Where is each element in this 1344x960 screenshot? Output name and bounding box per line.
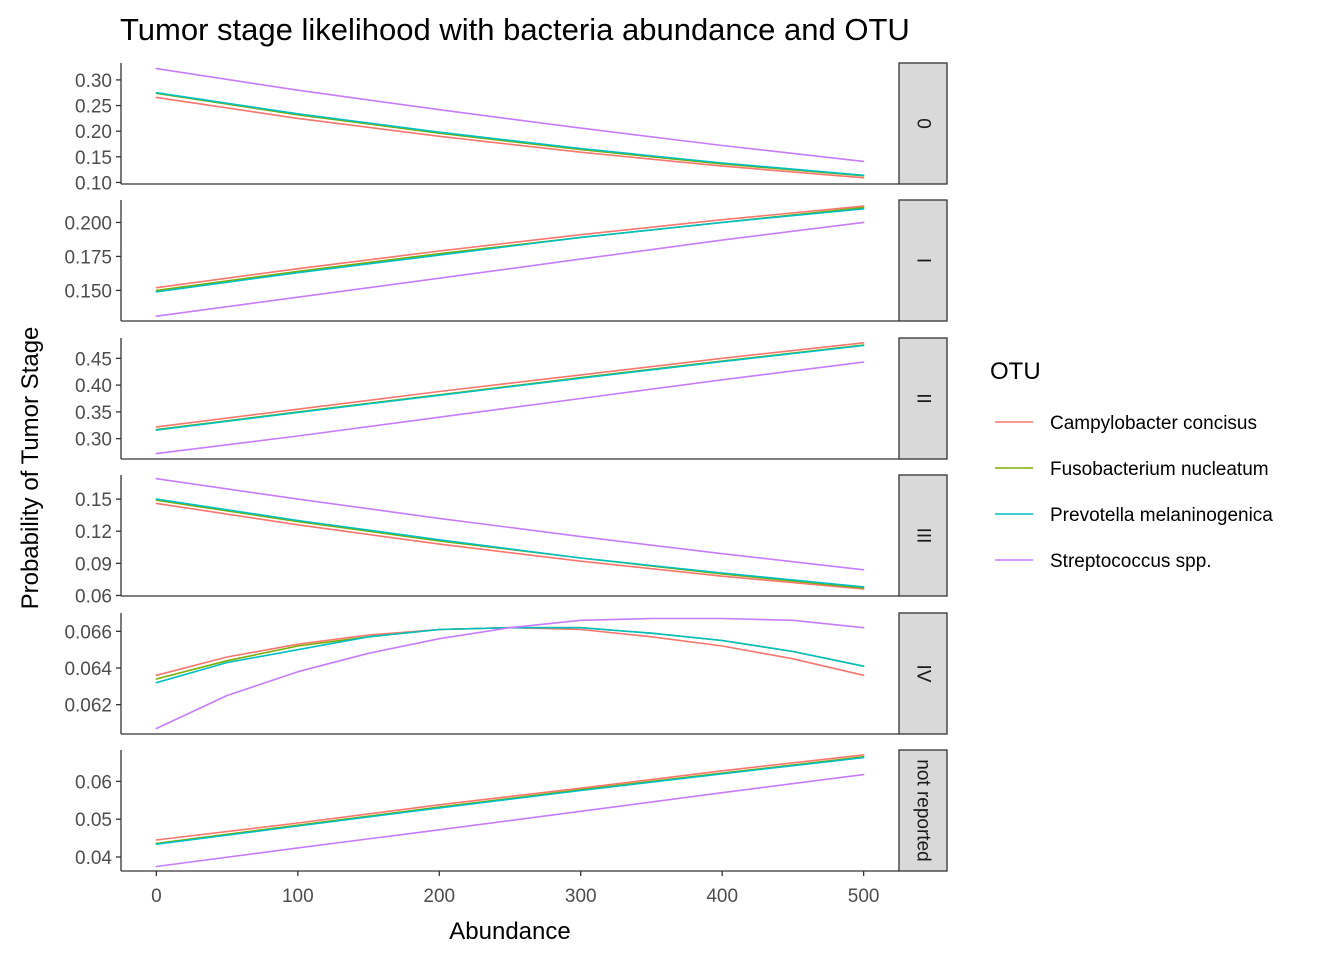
- facet-strip: [898, 612, 948, 735]
- facet-strip-label: III: [913, 528, 934, 544]
- series-lines: [155, 341, 865, 455]
- panel-background: [121, 475, 899, 596]
- y-tick-label: 0.04: [75, 848, 112, 869]
- series-line-prevotella-melaninogenica: [155, 498, 865, 588]
- legend: OTU Campylobacter concisus Fusobacterium …: [990, 358, 1273, 572]
- x-axis: 0 100 200 300 400 500: [151, 871, 879, 907]
- series-line-streptococcus-spp: [155, 477, 865, 571]
- facet-panel-not-reported: 0.04 0.05 0.06 not reported: [75, 749, 948, 872]
- panel-background: [121, 200, 899, 321]
- facet-strip-label: 0: [913, 118, 934, 129]
- facet-strip: [898, 199, 948, 322]
- series-line-streptococcus-spp: [155, 221, 865, 318]
- series-lines: [155, 67, 865, 179]
- facet-strip: [898, 749, 948, 872]
- series-line-streptococcus-spp: [155, 617, 865, 730]
- series-line-fusobacterium-nucleatum: [155, 92, 865, 177]
- y-tick-label: 0.10: [75, 173, 112, 194]
- y-tick-label: 0.40: [75, 376, 112, 397]
- y-tick-label: 0.064: [64, 659, 112, 680]
- y-tick-label: 0.45: [75, 349, 112, 370]
- x-axis-title: Abundance: [449, 918, 570, 945]
- facet-panels: 0.10 0.15 0.20 0.25 0.30 0 0.150 0.175 0.200 I 0.3…: [64, 62, 948, 872]
- series-line-prevotella-melaninogenica: [155, 756, 865, 846]
- legend-label: Campylobacter concisus: [1050, 413, 1257, 434]
- y-axis-title: Probability of Tumor Stage: [17, 327, 44, 610]
- y-tick-label: 0.09: [75, 554, 112, 575]
- y-tick-label: 0.35: [75, 403, 112, 424]
- series-lines: [155, 617, 865, 730]
- series-line-campylobacter-concisus: [155, 341, 865, 428]
- series-lines: [155, 477, 865, 590]
- x-tick-label: 300: [565, 886, 597, 907]
- y-tick-label: 0.150: [64, 281, 112, 302]
- y-tick-label: 0.05: [75, 810, 112, 831]
- y-tick-label: 0.30: [75, 430, 112, 451]
- facet-panel-0: 0.10 0.15 0.20 0.25 0.30 0: [75, 62, 948, 194]
- facet-strip-label: IV: [913, 665, 934, 683]
- facet-strip: [898, 474, 948, 597]
- series-line-streptococcus-spp: [155, 773, 865, 868]
- facet-panel-i: 0.150 0.175 0.200 I: [64, 199, 948, 322]
- series-line-prevotella-melaninogenica: [155, 208, 865, 293]
- legend-item-streptococcus-spp: Streptococcus spp.: [995, 551, 1212, 572]
- legend-label: Fusobacterium nucleatum: [1050, 459, 1269, 480]
- x-tick-label: 100: [282, 886, 314, 907]
- facet-strip: [898, 62, 948, 185]
- series-line-prevotella-melaninogenica: [155, 91, 865, 177]
- series-line-campylobacter-concisus: [155, 205, 865, 289]
- facet-strip: [898, 337, 948, 460]
- x-tick-label: 200: [423, 886, 455, 907]
- y-tick-label: 0.066: [64, 622, 112, 643]
- y-tick-label: 0.06: [75, 586, 112, 607]
- chart-title: Tumor stage likelihood with bacteria abu…: [120, 12, 910, 47]
- legend-title: OTU: [990, 358, 1041, 385]
- legend-label: Streptococcus spp.: [1050, 551, 1212, 572]
- y-tick-label: 0.200: [64, 213, 112, 234]
- legend-item-fusobacterium-nucleatum: Fusobacterium nucleatum: [995, 459, 1269, 480]
- series-line-campylobacter-concisus: [155, 502, 865, 590]
- series-line-campylobacter-concisus: [155, 754, 865, 841]
- facet-panel-iv: 0.062 0.064 0.066 IV: [64, 612, 948, 735]
- panel-background: [121, 750, 899, 871]
- y-tick-label: 0.15: [75, 148, 112, 169]
- facet-panel-iii: 0.06 0.09 0.12 0.15 III: [75, 474, 948, 607]
- y-tick-label: 0.06: [75, 772, 112, 793]
- legend-label: Prevotella melaninogenica: [1050, 505, 1273, 526]
- facet-strip-label: II: [913, 393, 934, 404]
- y-tick-label: 0.30: [75, 71, 112, 92]
- facet-strip-label: not reported: [913, 759, 934, 861]
- series-line-streptococcus-spp: [155, 67, 865, 163]
- series-lines: [155, 754, 865, 868]
- legend-item-campylobacter-concisus: Campylobacter concisus: [995, 413, 1257, 434]
- series-line-streptococcus-spp: [155, 361, 865, 455]
- series-line-campylobacter-concisus: [155, 96, 865, 179]
- panel-background: [121, 613, 899, 734]
- y-tick-label: 0.25: [75, 97, 112, 118]
- series-line-prevotella-melaninogenica: [155, 344, 865, 431]
- y-tick-label: 0.175: [64, 247, 112, 268]
- y-tick-label: 0.062: [64, 696, 112, 717]
- facet-panel-ii: 0.30 0.35 0.40 0.45 II: [75, 337, 948, 460]
- y-tick-label: 0.12: [75, 522, 112, 543]
- x-tick-label: 0: [151, 886, 162, 907]
- x-tick-label: 400: [706, 886, 738, 907]
- y-tick-label: 0.20: [75, 122, 112, 143]
- x-tick-label: 500: [848, 886, 880, 907]
- legend-item-prevotella-melaninogenica: Prevotella melaninogenica: [995, 505, 1273, 526]
- facet-strip-label: I: [913, 258, 934, 263]
- series-lines: [155, 205, 865, 318]
- panel-background: [121, 338, 899, 459]
- y-tick-label: 0.15: [75, 490, 112, 511]
